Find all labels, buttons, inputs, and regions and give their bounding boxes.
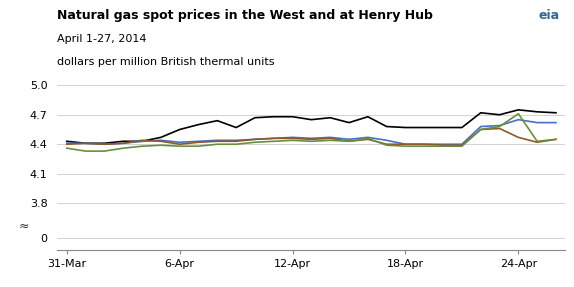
Text: dollars per million British thermal units: dollars per million British thermal unit… <box>57 57 275 67</box>
Text: Natural gas spot prices in the West and at Henry Hub: Natural gas spot prices in the West and … <box>57 9 433 22</box>
Text: ≈: ≈ <box>19 219 30 232</box>
Text: April 1-27, 2014: April 1-27, 2014 <box>57 34 147 44</box>
Text: eia: eia <box>538 9 560 22</box>
